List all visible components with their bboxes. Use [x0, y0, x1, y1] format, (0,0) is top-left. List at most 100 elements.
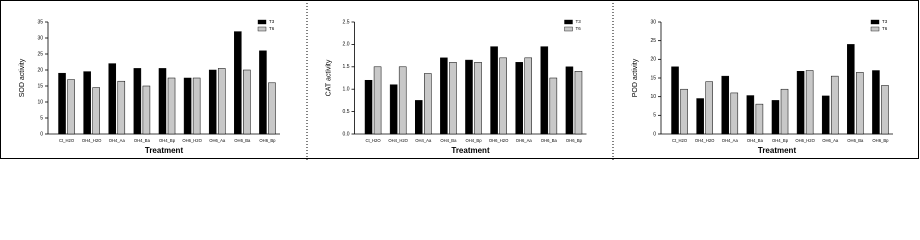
x-axis-label: Treatment — [145, 146, 184, 155]
bar — [490, 46, 498, 135]
x-tick-label: OH6_Aa — [822, 138, 839, 143]
legend-swatch — [257, 26, 267, 32]
bar — [771, 100, 780, 135]
bar — [92, 87, 100, 135]
y-tick-label: 2.0 — [343, 42, 350, 48]
bar — [117, 80, 126, 135]
y-tick-label: 0 — [40, 131, 43, 137]
x-tick-label: Ct_H2O — [672, 138, 688, 143]
y-tick-label: 15 — [650, 75, 656, 81]
x-tick-label: OH6_H2O — [795, 138, 815, 143]
bar — [796, 71, 805, 135]
bar — [565, 66, 574, 135]
bar — [364, 79, 373, 135]
bar — [234, 31, 242, 135]
bar — [192, 77, 201, 135]
y-tick-label: 1.0 — [343, 87, 350, 93]
x-tick-label: OH4_Ba — [747, 138, 764, 143]
y-tick-label: 20 — [650, 57, 656, 63]
x-tick-label: OH4_H2O — [388, 138, 408, 143]
bar — [721, 75, 730, 135]
y-axis-label: POD activity — [632, 58, 639, 97]
x-tick-label: OH4_Ba — [440, 138, 457, 143]
bar — [574, 71, 583, 135]
x-tick-label: OH6_Ba — [541, 138, 558, 143]
x-tick-label: OH6_Bp — [872, 138, 889, 143]
x-tick-label: OH6_Aa — [209, 138, 226, 143]
legend-label: T3 — [882, 19, 888, 24]
y-tick-label: 15 — [37, 83, 43, 89]
legend-swatch — [870, 19, 880, 25]
legend-label: T6 — [882, 26, 888, 31]
bar — [474, 62, 482, 135]
bar — [465, 59, 473, 135]
bar — [515, 62, 523, 135]
y-tick-label: 35 — [37, 19, 43, 25]
bar — [208, 69, 217, 135]
bar — [671, 66, 679, 135]
legend-swatch — [870, 26, 880, 32]
bar — [373, 66, 382, 135]
x-tick-label: OH6_H2O — [182, 138, 202, 143]
x-tick-label: OH4_Aa — [722, 138, 739, 143]
panel: 0 5 10 15 20 25 30 Ct_H2O OH4_H2O OH4_Aa OH4_Ba OH4… — [632, 19, 893, 155]
x-tick-label: OH6_Ba — [234, 138, 251, 143]
x-tick-label: OH6_Ba — [847, 138, 864, 143]
x-tick-label: OH4_Bp — [159, 138, 176, 143]
x-tick-label: OH4_Bp — [772, 138, 789, 143]
x-tick-label: OH6_H2O — [489, 138, 509, 143]
y-tick-label: 0.5 — [343, 109, 350, 115]
figure: 0 5 10 15 20 25 30 35 Ct_H2O OH4_H2O OH4_Aa OH4_Ba O… — [0, 0, 919, 160]
bar — [167, 77, 176, 135]
y-axis-label: CAT activity — [325, 59, 332, 96]
bar — [398, 66, 407, 135]
bar — [142, 85, 151, 135]
y-tick-label: 25 — [37, 51, 43, 57]
y-tick-label: 10 — [650, 94, 656, 100]
x-tick-label: OH4_H2O — [82, 138, 102, 143]
y-tick-label: 1.5 — [343, 64, 350, 70]
y-tick-label: 5 — [653, 113, 656, 119]
x-tick-label: OH4_Aa — [109, 138, 126, 143]
x-tick-label: OH4_Ba — [134, 138, 151, 143]
bar — [449, 62, 457, 135]
bar — [158, 68, 167, 135]
y-tick-label: 20 — [37, 67, 43, 73]
bar — [830, 75, 839, 135]
y-tick-label: 10 — [37, 99, 43, 105]
y-tick-label: 30 — [650, 19, 656, 25]
bar — [730, 92, 739, 135]
bar — [58, 72, 66, 135]
bar — [133, 68, 142, 135]
x-tick-label: OH6_Aa — [516, 138, 533, 143]
legend-label: T3 — [576, 19, 582, 24]
x-tick-label: OH6_Bp — [259, 138, 276, 143]
x-tick-label: OH4_Aa — [415, 138, 432, 143]
panel: 0.0 0.5 1.0 1.5 2.0 2.5 Ct_H2O OH4_H2O OH4_Aa OH4… — [325, 19, 587, 155]
bar — [83, 71, 91, 135]
x-axis-label: Treatment — [451, 146, 490, 155]
x-tick-label: OH4_H2O — [695, 138, 715, 143]
y-tick-label: 2.5 — [343, 19, 350, 25]
bar — [705, 81, 713, 135]
legend-swatch — [564, 26, 573, 32]
legend-label: T3 — [269, 19, 275, 24]
y-tick-label: 0 — [653, 131, 656, 137]
chart-figure: 0 5 10 15 20 25 30 35 Ct_H2O OH4_H2O OH4_Aa OH4_Ba O… — [0, 0, 919, 160]
y-tick-label: 30 — [37, 35, 43, 41]
bar — [499, 57, 507, 135]
legend-label: T6 — [269, 26, 275, 31]
y-axis-label: SOD activity — [19, 58, 26, 97]
bar — [696, 98, 704, 135]
bar — [780, 88, 789, 135]
bar — [67, 79, 75, 135]
bar — [805, 70, 814, 135]
legend-swatch — [564, 19, 573, 25]
bar — [881, 85, 889, 135]
y-tick-label: 5 — [40, 115, 43, 121]
bar — [549, 77, 558, 135]
bar — [108, 63, 117, 135]
bar — [259, 50, 267, 135]
legend-label: T6 — [576, 26, 582, 31]
bar — [847, 44, 855, 135]
